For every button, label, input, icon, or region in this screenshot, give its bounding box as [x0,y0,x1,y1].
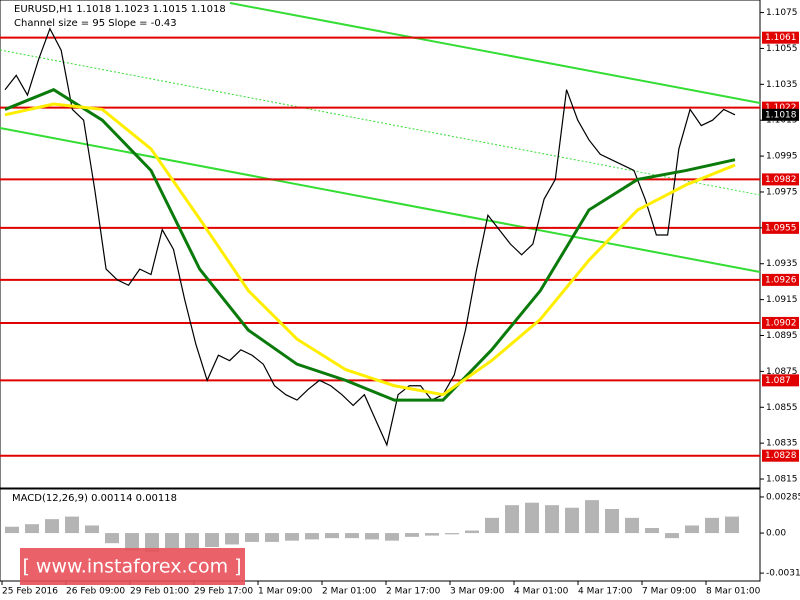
main-panel [0,0,761,489]
macd-bar [425,533,439,536]
macd-bar [245,533,259,542]
level-label: 1.0902 [765,318,797,328]
level-label: 1.087 [765,376,791,386]
x-tick-label: 8 Mar 01:00 [706,587,761,597]
macd-bar [445,533,459,535]
macd-bar [185,533,199,550]
channel-middle [0,49,761,196]
layer: 1.10751.10551.10351.10151.09951.09751.09… [0,8,800,597]
price-line [4,27,736,447]
macd-bar [325,533,339,539]
x-tick-label: 1 Mar 09:00 [258,587,313,597]
y-tick-label: 1.0935 [766,259,798,269]
y-tick-label: 1.1075 [766,8,798,18]
x-tick-label: 29 Feb 01:00 [130,587,189,597]
macd-bar [385,533,399,541]
macd-bar [465,530,479,534]
macd-bar [105,533,119,544]
watermark: [ www.instaforex.com ] [22,556,241,578]
macd-bar [65,516,79,534]
y-tick-label: 0.00 [766,529,786,539]
macd-bar [585,500,599,534]
y-tick-label: 1.0815 [766,475,798,485]
y-tick-label: 1.0975 [766,187,798,197]
macd-bar [605,509,619,534]
x-tick-label: 3 Mar 09:00 [450,587,505,597]
y-tick-label: -0.00316 [766,569,800,579]
macd-bar [285,533,299,541]
macd-title: MACD(12,26,9) 0.00114 0.00118 [12,493,177,504]
macd-bar [645,528,659,534]
y-tick-label: 1.0855 [766,403,798,413]
macd-bar [345,533,359,539]
price-line [4,88,736,402]
macd-bar [565,507,579,534]
macd-bar [625,517,639,534]
last-price-box [762,108,799,121]
x-tick-label: 7 Mar 09:00 [642,587,697,597]
macd-bar [205,533,219,547]
macd-bar [125,533,139,551]
level-box [762,374,799,387]
macd-bar [545,505,559,534]
level-label: 1.1061 [765,33,797,43]
last-price: 1.1018 [765,110,797,120]
channel-bottom [0,127,761,273]
y-tick-label: 1.0915 [766,295,798,305]
y-tick-label: 1.1055 [766,44,798,54]
channel-top [229,2,761,104]
price-line [4,102,736,397]
macd-bar [665,533,679,539]
macd-bar [725,516,739,534]
level-label: 1.0955 [765,223,797,233]
level-label: 1.0982 [765,175,797,185]
y-tick-label: 1.0895 [766,331,798,341]
x-tick-label: 4 Mar 17:00 [578,587,633,597]
level-box [762,173,799,186]
level-label: 1.1022 [765,103,797,113]
y-tick-label: 1.0875 [766,367,798,377]
macd-bar [45,519,59,534]
chart-subtitle: Channel size = 95 Slope = -0.43 [14,18,177,29]
x-tick-label: 4 Mar 01:00 [514,587,569,597]
macd-bar [685,525,699,534]
macd-bar [5,526,19,534]
chart-title: EURUSD,H1 1.1018 1.1023 1.1015 1.1018 [14,4,226,15]
level-box [762,273,799,286]
y-tick-label: 1.0835 [766,439,798,449]
macd-bar [145,533,159,553]
x-tick-label: 26 Feb 09:00 [66,587,125,597]
x-tick-label: 2 Mar 01:00 [322,587,377,597]
macd-bar [505,505,519,534]
macd-bar [525,502,539,534]
macd-bar [165,533,179,549]
watermark-box [20,548,245,585]
y-tick-label: 1.0995 [766,152,798,162]
macd-bar [305,533,319,540]
x-tick-label: 2 Mar 17:00 [386,587,441,597]
level-label: 1.0926 [765,275,797,285]
macd-bar [405,533,419,537]
macd-bar [225,533,239,545]
x-tick-label: 25 Feb 2016 [2,587,58,597]
macd-bar [85,525,99,534]
macd-bar [485,517,499,534]
macd-bar [265,533,279,542]
y-tick-label: 1.1035 [766,80,798,90]
macd-bar [25,524,39,534]
macd-bar [365,533,379,540]
y-tick-label: 0.00285 [766,492,800,502]
x-tick-label: 29 Feb 17:00 [194,587,253,597]
level-box [762,316,799,329]
level-box [762,449,799,462]
macd-bar [705,517,719,534]
level-box [762,221,799,234]
level-box [762,31,799,44]
level-label: 1.0828 [765,451,797,461]
